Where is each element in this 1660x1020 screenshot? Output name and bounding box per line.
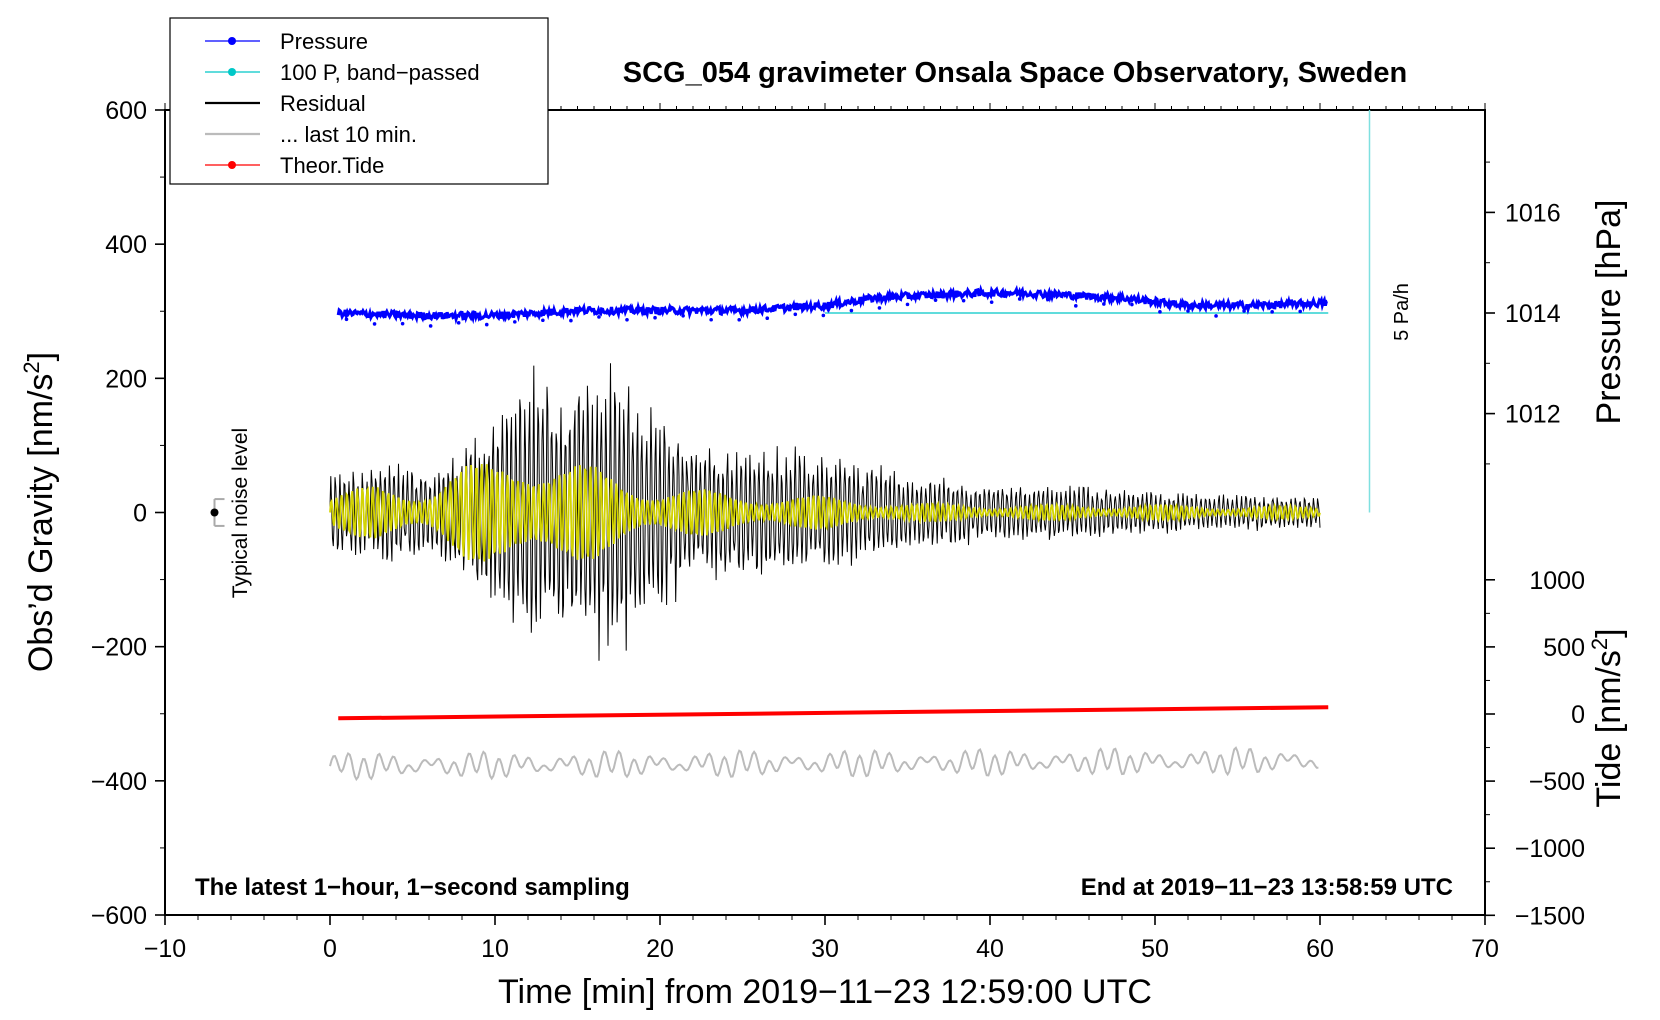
noise-label: Typical noise level [229, 428, 252, 598]
last-10-min-series [329, 746, 1319, 782]
band-passed-line [329, 463, 1321, 562]
legend-dot [228, 37, 236, 45]
pressure-dot [1074, 304, 1078, 308]
pressure-dot [456, 321, 461, 325]
pressure-axis-label: Pressure [hPa] [1590, 200, 1628, 425]
y-tick-label: 0 [133, 500, 147, 528]
tide-tick-label: 1000 [1529, 567, 1585, 595]
pressure-line [336, 284, 1328, 325]
pressure-dot [513, 320, 517, 324]
y-tick-label: −600 [91, 902, 147, 930]
pressure-dot [933, 298, 938, 302]
y-tick-label: 400 [105, 231, 147, 259]
x-tick-label: 0 [323, 935, 337, 963]
x-tick-label: 40 [976, 935, 1004, 963]
sampling-annotation: The latest 1−hour, 1−second sampling [195, 874, 630, 901]
legend-dot [228, 161, 236, 169]
y-tick-label: −400 [91, 768, 147, 796]
y-axis-tide: −1500 −1000 −500 0 500 1000 [1485, 567, 1585, 930]
pressure-dot [653, 315, 657, 320]
tide-tick-label: 0 [1571, 701, 1585, 729]
pressure-dot [344, 317, 349, 322]
pressure-dot [793, 312, 798, 317]
x-tick-label: 20 [646, 935, 674, 963]
legend-label: ... last 10 min. [280, 122, 417, 147]
pressure-dot [989, 300, 994, 304]
y-axis-left: −600 −400 −200 0 200 400 600 [91, 97, 165, 930]
pressure-dot [821, 313, 826, 318]
x-axis: −10 0 10 20 30 40 50 60 70 [144, 915, 1499, 963]
tide-tick-label: −1000 [1515, 835, 1585, 863]
pressure-dot [1045, 297, 1050, 302]
pressure-dot [709, 317, 713, 322]
theor-tide-series [338, 705, 1329, 721]
pressure-dot [961, 298, 966, 303]
legend-box [169, 17, 549, 185]
legend: Pressure 100 P, band−passed Residual ... la… [169, 17, 549, 185]
chart-title: SCG_054 gravimeter Onsala Space Observat… [623, 57, 1407, 89]
y-axis-left-label: Obs’d Gravity [nm/s2] [19, 352, 60, 672]
pressure-dot [681, 314, 685, 318]
pressure-dot [372, 322, 377, 326]
tide-axis-label: Tide [nm/s2] [1587, 628, 1628, 807]
pressure-dot [1186, 309, 1190, 313]
y-tick-label: −200 [91, 634, 147, 662]
x-tick-label: 10 [481, 935, 509, 963]
pressure-dot [400, 321, 405, 326]
pressure-tick-label: 1012 [1505, 401, 1561, 429]
pressure-dot [1130, 302, 1134, 307]
pressure-tick-label: 1016 [1505, 199, 1561, 227]
last-10-min-line [329, 746, 1319, 782]
x-tick-label: 30 [811, 935, 839, 963]
x-tick-label: 60 [1306, 935, 1334, 963]
pressure-dot [597, 315, 601, 319]
pressure-dot [1242, 309, 1246, 313]
scale-bar-label: 5 Pa/h [1391, 283, 1413, 341]
tide-tick-label: −500 [1529, 768, 1585, 796]
pressure-dot [877, 306, 882, 310]
tide-line [338, 705, 1329, 721]
legend-label: 100 P, band−passed [280, 60, 480, 85]
x-tick-label: 70 [1471, 935, 1499, 963]
y-axis-pressure: 1012 1014 1016 [1484, 110, 1561, 465]
pressure-dot [1017, 297, 1022, 301]
pressure-dot [625, 317, 629, 322]
pressure-dot [484, 322, 489, 327]
pressure-dot [905, 302, 910, 307]
pressure-series [336, 284, 1328, 328]
pressure-dot [1158, 310, 1162, 314]
pressure-dot [1214, 314, 1218, 318]
noise-point [210, 508, 219, 517]
noise-marker [210, 498, 225, 527]
pressure-dot [1298, 309, 1302, 314]
legend-label: Theor.Tide [280, 153, 384, 178]
pressure-dot [765, 316, 770, 321]
pressure-dot [737, 317, 741, 322]
x-axis-label: Time [min] from 2019−11−23 12:59:00 UTC [498, 973, 1152, 1011]
x-tick-label: −10 [144, 935, 186, 963]
pressure-dot [1102, 302, 1106, 306]
legend-label: Pressure [280, 29, 368, 54]
end-time-annotation: End at 2019−11−23 13:58:59 UTC [1081, 874, 1453, 901]
pressure-dot [428, 324, 433, 328]
pressure-dot [541, 318, 545, 323]
y-tick-label: 200 [105, 365, 147, 393]
tide-tick-label: −1500 [1515, 902, 1585, 930]
pressure-dot [569, 318, 573, 323]
y-tick-label: 600 [105, 97, 147, 125]
pressure-dot [849, 308, 854, 313]
tide-tick-label: 500 [1543, 634, 1585, 662]
pressure-tick-label: 1014 [1505, 300, 1561, 328]
x-tick-label: 50 [1141, 935, 1169, 963]
pressure-dot [1270, 310, 1274, 314]
legend-dot [228, 68, 236, 76]
legend-label: Residual [280, 91, 366, 116]
band-passed-series [329, 463, 1321, 562]
